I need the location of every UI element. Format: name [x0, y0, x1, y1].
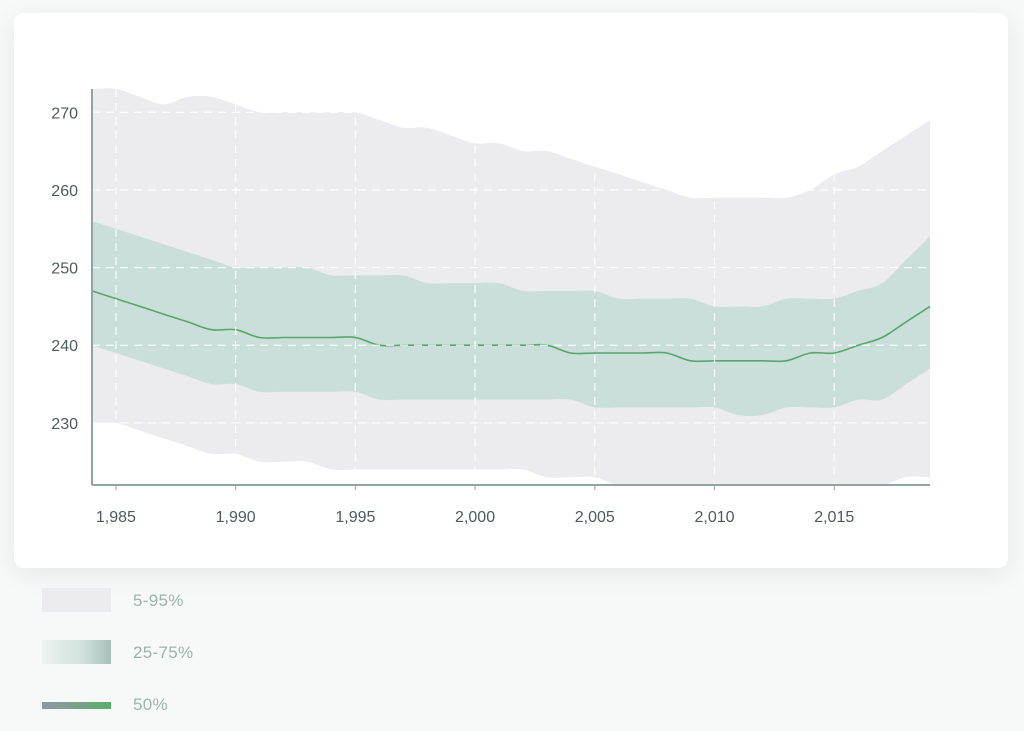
x-tick-label: 2,010 [694, 509, 734, 526]
x-tick-label: 2,005 [575, 509, 615, 526]
y-tick-label: 260 [51, 183, 78, 200]
x-tick-label: 2,000 [455, 509, 495, 526]
x-tick-label: 1,990 [216, 509, 256, 526]
band-25-75 [92, 221, 930, 417]
y-tick-label: 270 [51, 105, 78, 122]
line-50 [91, 290, 931, 363]
y-tick-label: 230 [51, 416, 78, 433]
x-tick-label: 1,985 [96, 509, 136, 526]
legend-item-25-75: 25-75% [42, 637, 342, 667]
chart-card: 1,985 1,990 1,995 2,000 2,005 2,010 2,015 230 24… [14, 13, 1008, 568]
legend-swatch-5-95 [42, 588, 111, 612]
legend-item-50: 50% [42, 689, 342, 719]
legend-item-5-95: 5-95% [42, 585, 342, 615]
legend-label-50: 50% [133, 695, 168, 714]
legend-label-25-75: 25-75% [133, 643, 194, 662]
legend-label-5-95: 5-95% [133, 591, 184, 610]
y-tick-label: 250 [51, 261, 78, 278]
legend-swatch-50 [42, 702, 111, 709]
legend-swatch-25-75 [42, 640, 111, 664]
y-tick-label: 240 [51, 338, 78, 355]
x-tick-label: 1,995 [335, 509, 375, 526]
chart-plot: 1,985 1,990 1,995 2,000 2,005 2,010 2,015 230 24… [51, 88, 931, 526]
x-tick-label: 2,015 [814, 509, 854, 526]
